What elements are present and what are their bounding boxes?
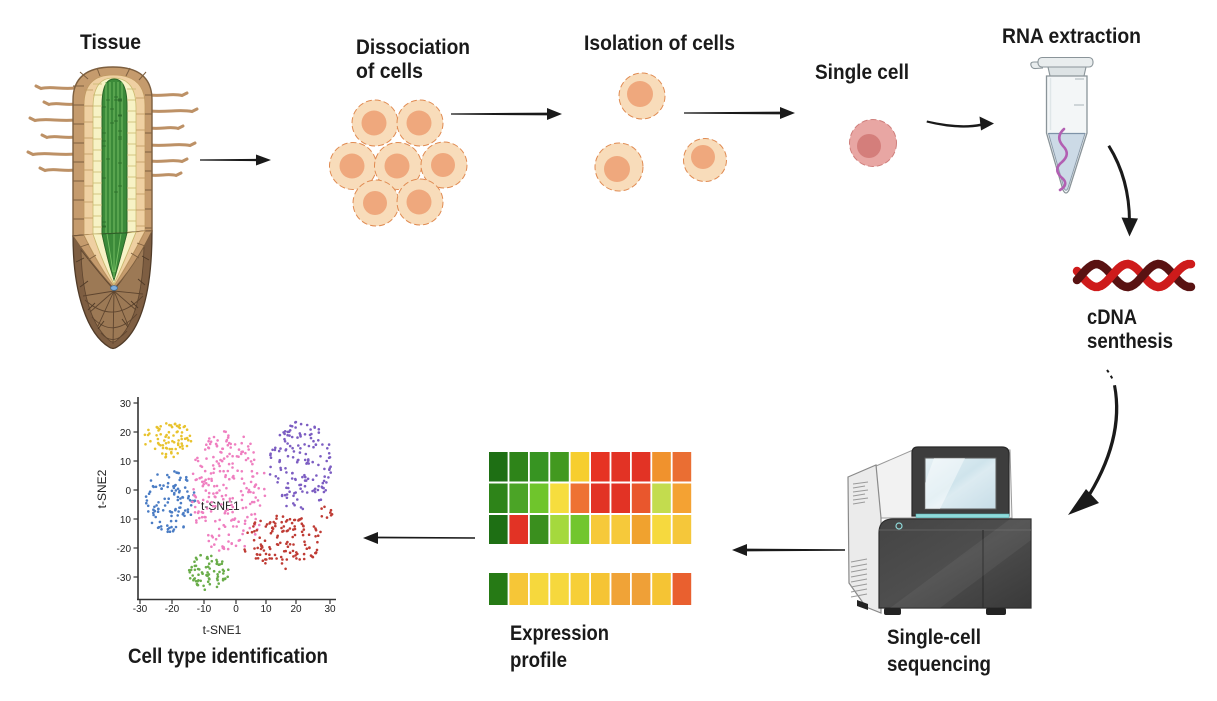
svg-text:-30: -30: [133, 604, 148, 615]
svg-text:0: 0: [233, 604, 239, 615]
svg-text:Dissociation: Dissociation: [356, 36, 470, 59]
svg-text:20: 20: [290, 604, 302, 615]
svg-text:Expression: Expression: [510, 622, 609, 645]
svg-text:-20: -20: [117, 544, 132, 555]
svg-text:of cells: of cells: [356, 60, 423, 83]
svg-text:Single cell: Single cell: [815, 61, 909, 84]
svg-text:30: 30: [120, 399, 132, 410]
svg-text:-30: -30: [117, 573, 132, 584]
svg-text:profile: profile: [510, 649, 567, 672]
svg-text:cDNA: cDNA: [1087, 306, 1137, 329]
svg-text:Isolation of cells: Isolation of cells: [584, 32, 735, 55]
svg-text:t-SNE1: t-SNE1: [203, 623, 242, 637]
svg-text:-10: -10: [197, 604, 212, 615]
svg-text:Tissue: Tissue: [80, 31, 141, 54]
svg-text:t-SNE2: t-SNE2: [95, 469, 109, 508]
svg-text:30: 30: [324, 604, 336, 615]
svg-text:-20: -20: [165, 604, 180, 615]
svg-text:Cell type identification: Cell type identification: [128, 645, 328, 668]
svg-text:10: 10: [120, 457, 132, 468]
svg-text:20: 20: [120, 428, 132, 439]
svg-text:10: 10: [260, 604, 272, 615]
svg-text:senthesis: senthesis: [1087, 330, 1173, 353]
svg-text:0: 0: [125, 486, 131, 497]
svg-text:sequencing: sequencing: [887, 653, 991, 676]
svg-text:10: 10: [120, 515, 132, 526]
svg-text:Single-cell: Single-cell: [887, 626, 981, 649]
svg-text:RNA extraction: RNA extraction: [1002, 25, 1141, 48]
